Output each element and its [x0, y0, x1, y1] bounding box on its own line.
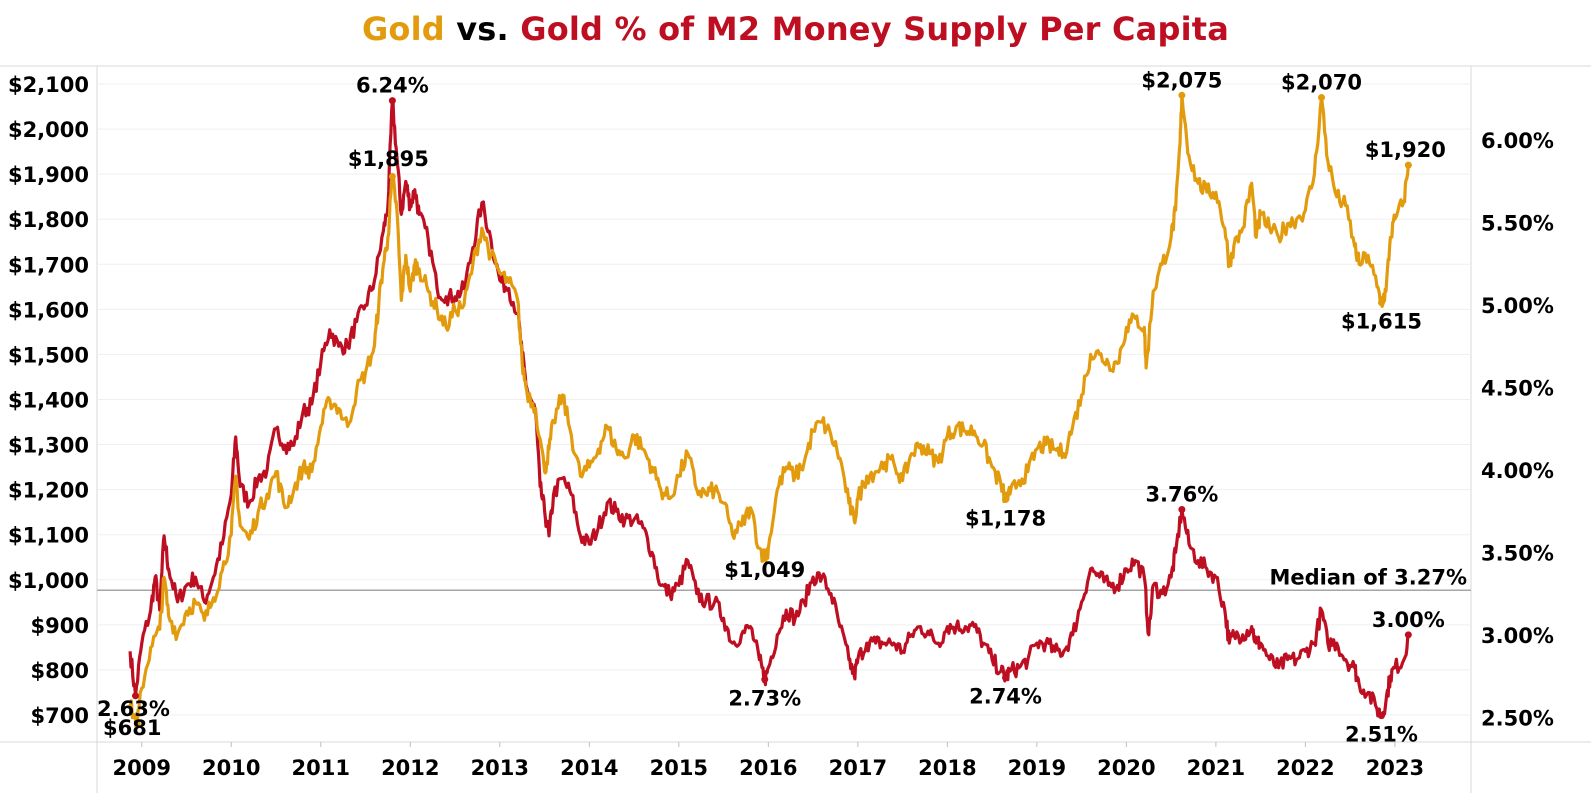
annotation-point [1404, 631, 1412, 639]
annotation-label: 2.63% [97, 697, 170, 721]
annotation-label: 3.76% [1145, 483, 1218, 507]
annotation-label: $1,920 [1365, 138, 1446, 162]
x-tick-label: 2016 [739, 756, 797, 780]
annotation-label: 6.24% [356, 74, 429, 98]
annotation-point [1178, 91, 1186, 99]
y-left-tick-label: $900 [31, 614, 89, 638]
x-tick-label: 2011 [292, 756, 350, 780]
annotation-point [131, 692, 139, 700]
chart-title-vs: vs. [444, 10, 521, 48]
annotation-label: 2.73% [728, 686, 801, 710]
annotation-label: $1,178 [965, 507, 1046, 531]
y-right-tick-label: 2.50% [1481, 706, 1554, 730]
y-left-tick-label: $1,000 [8, 569, 89, 593]
annotation-label: 2.51% [1345, 723, 1418, 747]
x-tick-label: 2020 [1097, 756, 1155, 780]
annotation-label: $1,049 [724, 558, 805, 582]
x-tick-label: 2022 [1276, 756, 1334, 780]
annotation-label: $681 [103, 716, 161, 740]
y-left-tick-label: $1,800 [8, 208, 89, 232]
annotation-point [133, 720, 141, 728]
annotation-label: $1,895 [348, 147, 429, 171]
annotation-label: 2.74% [969, 685, 1042, 709]
annotation-point [1002, 674, 1010, 682]
y-right-tick-label: 4.50% [1481, 377, 1554, 401]
y-right-tick-label: 3.00% [1481, 624, 1554, 648]
chart-title-ratio: Gold % of M2 Money Supply Per Capita [520, 10, 1230, 48]
series-line-gold [128, 93, 1410, 729]
y-left-tick-label: $1,400 [8, 388, 89, 412]
annotation-label: $1,615 [1341, 310, 1422, 334]
annotation-point [1178, 506, 1186, 514]
x-tick-label: 2019 [1008, 756, 1066, 780]
annotation-point [761, 554, 769, 562]
y-left-tick-label: $1,700 [8, 253, 89, 277]
y-left-tick-label: $2,000 [8, 118, 89, 142]
annotation-label: 3.00% [1372, 608, 1445, 632]
y-left-tick-label: $1,900 [8, 163, 89, 187]
x-tick-label: 2023 [1366, 756, 1424, 780]
x-tick-label: 2010 [202, 756, 260, 780]
annotation-point [1002, 496, 1010, 504]
annotation-point [388, 172, 396, 180]
x-tick-label: 2009 [113, 756, 171, 780]
y-left-tick-label: $1,300 [8, 434, 89, 458]
chart-title-gold: Gold [361, 10, 445, 48]
y-left-tick-label: $1,500 [8, 343, 89, 367]
chart-title: Gold vs. Gold % of M2 Money Supply Per C… [0, 10, 1591, 48]
x-tick-label: 2014 [560, 756, 618, 780]
y-right-tick-label: 5.50% [1481, 212, 1554, 236]
median-label: Median of 3.27% [1269, 565, 1467, 589]
y-right-tick-label: 5.00% [1481, 294, 1554, 318]
y-left-tick-label: $700 [31, 704, 89, 728]
x-tick-label: 2021 [1187, 756, 1245, 780]
y-right-tick-label: 4.00% [1481, 459, 1554, 483]
y-left-tick-label: $1,600 [8, 298, 89, 322]
x-tick-label: 2012 [381, 756, 439, 780]
annotation-point [388, 97, 396, 105]
annotation-point [1404, 161, 1412, 169]
annotation-label: $2,075 [1141, 68, 1222, 92]
x-tick-label: 2018 [918, 756, 976, 780]
y-left-tick-label: $1,200 [8, 479, 89, 503]
y-right-tick-label: 3.50% [1481, 541, 1554, 565]
x-tick-label: 2013 [471, 756, 529, 780]
annotation-point [761, 675, 769, 683]
y-right-tick-label: 6.00% [1481, 129, 1554, 153]
annotation-point [1377, 712, 1385, 720]
x-tick-label: 2015 [650, 756, 708, 780]
x-tick-label: 2017 [829, 756, 887, 780]
annotation-point [1377, 299, 1385, 307]
annotation-label: $2,070 [1281, 71, 1362, 95]
y-left-tick-label: $800 [31, 659, 89, 683]
annotation-point [1318, 94, 1326, 102]
y-left-tick-label: $1,100 [8, 524, 89, 548]
y-left-tick-label: $2,100 [8, 73, 89, 97]
